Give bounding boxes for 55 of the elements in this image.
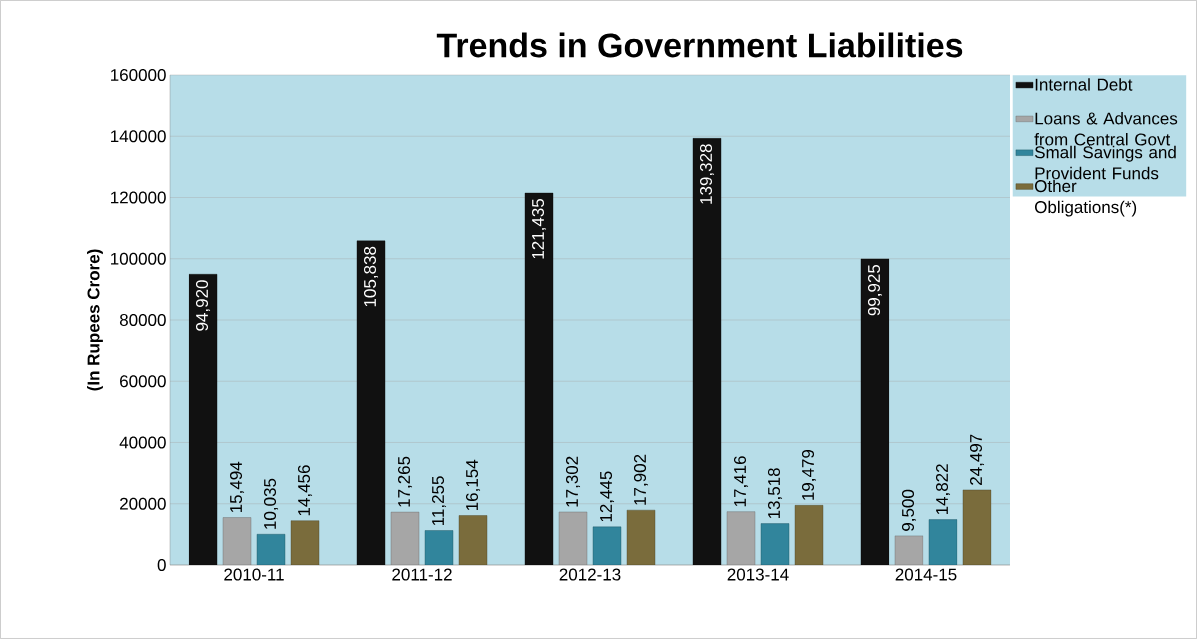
data-label: 17,902	[633, 454, 649, 505]
data-label: 17,416	[733, 456, 749, 507]
chart-title: Trends in Government Liabilities	[436, 32, 963, 58]
data-label: 121,435	[531, 199, 547, 259]
y-tick-label: 80000	[119, 313, 166, 327]
data-label: 12,445	[599, 471, 615, 522]
x-tick-label: 2010-11	[224, 568, 284, 581]
bar	[794, 505, 824, 565]
data-label: 24,497	[969, 434, 985, 485]
y-tick-label: 140000	[111, 130, 166, 143]
bar	[188, 274, 218, 565]
y-tick-label: 20000	[120, 497, 166, 510]
bar	[290, 520, 320, 565]
bar	[962, 489, 992, 565]
bar	[726, 511, 756, 565]
bar	[356, 240, 386, 565]
bar	[626, 509, 656, 565]
bar	[860, 258, 890, 565]
y-tick-label: 60000	[120, 375, 166, 388]
legend-label: Small Savings and Provident Funds	[1034, 145, 1176, 180]
bar	[222, 517, 252, 565]
y-tick-label: 120000	[111, 191, 166, 204]
data-label: 14,822	[935, 464, 951, 515]
data-label: 17,302	[565, 456, 581, 507]
bar	[524, 192, 554, 565]
x-tick-label: 2013-14	[727, 568, 789, 581]
data-label: 13,518	[767, 468, 783, 519]
data-label: 11,255	[431, 476, 447, 526]
x-tick-label: 2011-12	[392, 568, 452, 581]
data-label: 10,035	[263, 478, 279, 529]
bar	[760, 523, 790, 565]
bar	[458, 515, 488, 565]
data-label: 105,838	[363, 246, 379, 307]
y-tick-label: 160000	[111, 68, 166, 82]
data-label: 14,456	[297, 465, 313, 516]
y-tick-label: 100000	[111, 252, 166, 265]
data-label: 9,500	[901, 489, 917, 531]
data-label: 15,494	[229, 461, 245, 513]
legend-label: Loans & Advances from Central Govt	[1034, 112, 1178, 146]
data-label: 139,328	[699, 144, 715, 204]
y-tick-label: 0	[157, 558, 166, 572]
data-label: 19,479	[801, 449, 817, 500]
legend-label: Internal Debt	[1035, 78, 1133, 91]
bar	[928, 519, 958, 565]
y-tick-label: 40000	[119, 436, 166, 449]
data-label: 16,154	[465, 459, 481, 511]
legend-label: Other Obligations(*)	[1035, 179, 1137, 217]
bar	[390, 511, 420, 565]
x-tick-label: 2014-15	[895, 568, 957, 581]
data-label: 17,265	[397, 456, 413, 507]
bar	[692, 138, 722, 565]
x-tick-label: 2012-13	[559, 568, 621, 581]
data-label: 94,920	[195, 280, 211, 331]
data-label: 99,925	[867, 264, 883, 316]
y-axis-title: (In Rupees Crore)	[87, 249, 103, 391]
